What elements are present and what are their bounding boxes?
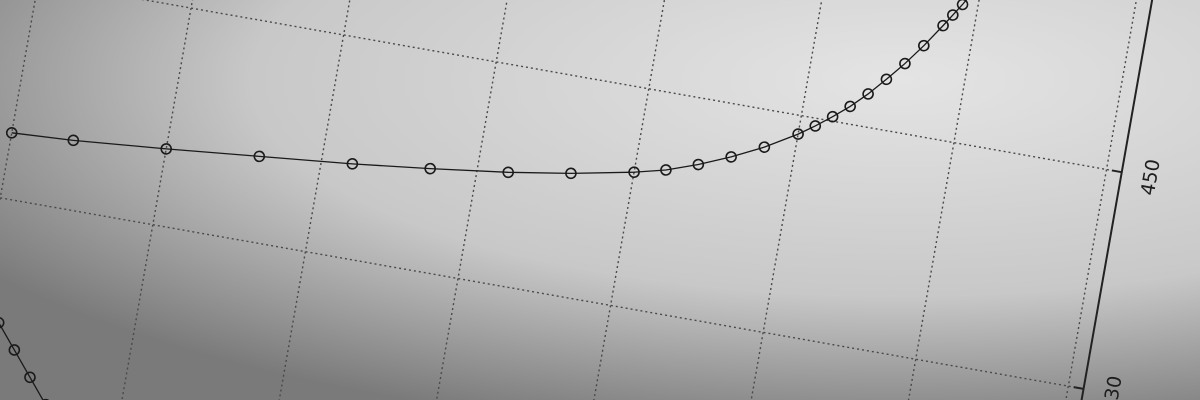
data-point <box>67 134 80 147</box>
data-point <box>346 158 359 170</box>
data-point <box>565 167 577 180</box>
data-point <box>24 371 36 384</box>
data-point <box>424 162 436 175</box>
y-tick-mark <box>1073 386 1084 390</box>
data-point <box>947 9 959 21</box>
data-line <box>11 0 984 174</box>
data-line <box>0 294 47 400</box>
grid-line <box>0 0 1122 173</box>
y-tick-label: 430 <box>1099 374 1127 400</box>
data-point <box>160 143 173 155</box>
data-point <box>956 0 969 11</box>
y-axis-line <box>1013 0 1190 400</box>
data-point <box>862 88 874 100</box>
data-point <box>502 166 514 179</box>
data-point <box>628 166 640 178</box>
data-point <box>0 316 5 329</box>
data-point <box>725 151 737 163</box>
data-point <box>692 158 705 171</box>
data-point <box>809 120 822 132</box>
data-point <box>5 127 18 139</box>
data-point <box>937 19 949 32</box>
data-point <box>758 141 771 153</box>
y-tick-mark <box>1111 169 1122 174</box>
data-point <box>918 39 930 52</box>
data-point <box>660 164 672 176</box>
grid-line <box>0 127 1084 390</box>
data-point <box>826 110 839 123</box>
data-point <box>8 344 21 356</box>
data-point <box>880 73 893 86</box>
data-point <box>844 100 856 113</box>
data-point <box>792 128 804 140</box>
data-point <box>253 150 266 163</box>
data-point <box>899 57 911 70</box>
